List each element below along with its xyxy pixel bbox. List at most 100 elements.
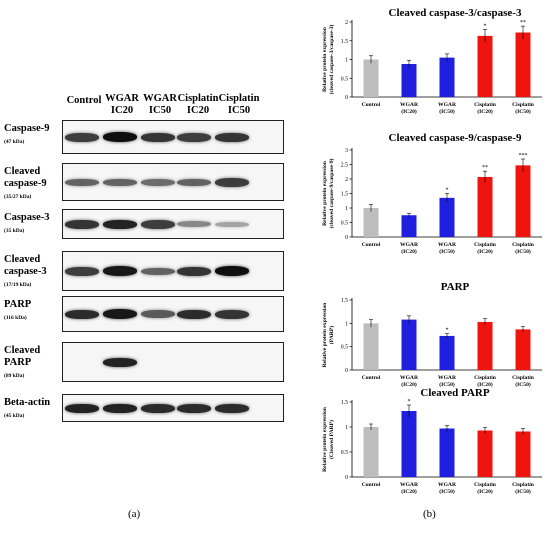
bar <box>363 208 379 237</box>
y-tick-label: 0 <box>345 368 348 374</box>
chart-title: PARP <box>441 281 470 293</box>
significance-marker: * <box>408 399 411 405</box>
y-tick-label: 0.5 <box>341 345 348 351</box>
significance-marker: *** <box>519 153 528 159</box>
blot-name: Caspase-3 <box>4 212 50 223</box>
blot-band <box>141 268 175 275</box>
bar <box>477 321 493 370</box>
y-tick-label: 0.5 <box>341 450 348 456</box>
lane-header: WGAR IC20 <box>105 93 139 116</box>
blot-band <box>215 266 249 276</box>
blot-image <box>62 209 284 239</box>
y-tick-label: 0 <box>345 475 348 481</box>
blot-name: Cleaved PARP <box>4 345 41 368</box>
y-tick-label: 0 <box>345 95 348 101</box>
y-tick-label: 1 <box>345 206 348 212</box>
blot-band <box>103 179 137 186</box>
y-tick-label: 0 <box>345 235 348 241</box>
significance-marker: ** <box>482 165 488 171</box>
x-tick-label: WGAR <box>438 242 457 248</box>
x-tick-label: (IC50) <box>515 381 531 388</box>
y-tick-label: 1.5 <box>341 400 348 406</box>
x-tick-label: WGAR <box>438 375 457 381</box>
blot-band <box>177 310 211 319</box>
blot-band <box>215 178 249 187</box>
x-tick-label: Control <box>362 242 381 248</box>
blot-band <box>65 220 99 229</box>
bar <box>401 64 417 97</box>
x-tick-label: (IC50) <box>439 488 455 495</box>
y-tick-label: 1 <box>345 58 348 64</box>
bar <box>515 329 531 370</box>
blot-name: Cleaved caspase-9 <box>4 166 47 189</box>
y-axis-label: (cleaved caspase-9/caspase-9) <box>328 158 335 228</box>
bar <box>477 35 493 97</box>
blot-kda: (17/19 kDa) <box>4 282 32 288</box>
x-tick-label: (IC20) <box>477 108 493 115</box>
y-tick-label: 1 <box>345 321 348 327</box>
blot-band <box>215 133 249 142</box>
blot-label: Cleaved caspase-9 (35/27 kDa) <box>4 166 47 203</box>
y-tick-label: 1.5 <box>341 39 348 45</box>
bar <box>363 427 379 477</box>
lane-header: Cisplatin IC20 <box>177 93 219 116</box>
y-tick-label: 2 <box>345 20 348 26</box>
y-tick-label: 1.5 <box>341 192 348 198</box>
x-tick-label: WGAR <box>438 102 457 108</box>
blot-image <box>62 163 284 201</box>
blot-band <box>215 310 249 319</box>
blot-image <box>62 120 284 154</box>
bar <box>401 215 417 237</box>
blot-image <box>62 296 284 332</box>
bar <box>515 32 531 97</box>
x-tick-label: Cisplatin <box>474 375 497 381</box>
blot-band <box>103 132 137 142</box>
lane-header: WGAR IC50 <box>143 93 177 116</box>
blot-band <box>65 179 99 186</box>
x-tick-label: (IC50) <box>439 248 455 255</box>
x-tick-label: Cisplatin <box>512 482 535 488</box>
blot-band <box>103 220 137 229</box>
bar <box>401 319 417 370</box>
y-tick-label: 2 <box>345 177 348 183</box>
x-tick-label: Cisplatin <box>474 242 497 248</box>
blot-name: Caspase-9 <box>4 123 50 134</box>
x-tick-label: Control <box>362 375 381 381</box>
x-tick-label: Cisplatin <box>512 242 535 248</box>
blot-band <box>103 358 137 367</box>
blot-kda: (116 kDa) <box>4 315 27 321</box>
x-tick-label: WGAR <box>400 482 419 488</box>
bar <box>477 176 493 237</box>
blot-band <box>177 133 211 142</box>
blot-band <box>141 179 175 186</box>
y-tick-label: 3 <box>345 148 348 154</box>
x-tick-label: Cisplatin <box>474 102 497 108</box>
blot-label: Cleaved caspase-3 (17/19 kDa) <box>4 254 47 291</box>
y-tick-label: 2.5 <box>341 163 348 169</box>
x-tick-label: (IC50) <box>515 488 531 495</box>
x-tick-label: (IC20) <box>401 108 417 115</box>
blot-band <box>103 404 137 413</box>
x-tick-label: Cisplatin <box>512 102 535 108</box>
y-tick-label: 0.5 <box>341 76 348 82</box>
bar <box>363 323 379 370</box>
blot-image <box>62 251 284 291</box>
significance-marker: * <box>446 328 449 334</box>
bar <box>439 428 455 477</box>
blot-label: Beta-actin (45 kDa) <box>4 397 50 422</box>
blot-band <box>141 133 175 142</box>
x-tick-label: Control <box>362 482 381 488</box>
chart-title: Cleaved caspase-3/caspase-3 <box>389 7 522 19</box>
blot-band <box>103 266 137 276</box>
blot-band <box>141 220 175 229</box>
bar <box>401 411 417 477</box>
bar <box>515 431 531 477</box>
blot-label: Caspase-3 (35 kDa) <box>4 212 50 237</box>
x-tick-label: (IC50) <box>515 108 531 115</box>
bar <box>439 335 455 370</box>
blot-image <box>62 394 284 422</box>
x-tick-label: (IC50) <box>439 381 455 388</box>
panel-a-caption: (a) <box>128 508 141 520</box>
y-tick-label: 1 <box>345 425 348 431</box>
